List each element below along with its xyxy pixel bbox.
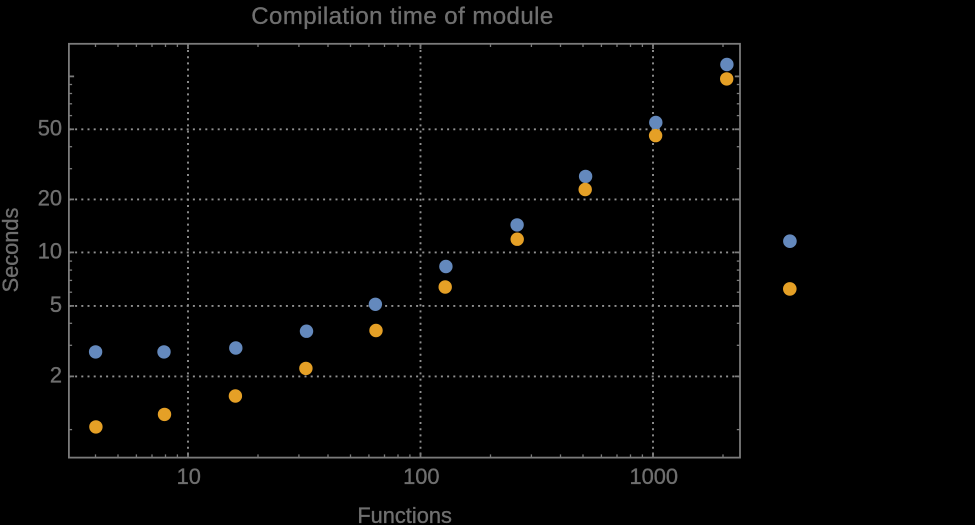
svg-text:Compilation time of module: Compilation time of module xyxy=(251,3,554,30)
svg-text:Functions: Functions xyxy=(357,503,452,525)
svg-text:10: 10 xyxy=(177,464,201,489)
svg-text:50: 50 xyxy=(38,115,62,140)
svg-text:20: 20 xyxy=(38,186,62,211)
svg-text:Seconds: Seconds xyxy=(0,207,23,292)
svg-text:1000: 1000 xyxy=(630,464,679,489)
svg-text:5: 5 xyxy=(50,292,62,317)
svg-text:10: 10 xyxy=(38,239,62,264)
svg-text:2: 2 xyxy=(50,363,62,388)
svg-text:100: 100 xyxy=(403,464,439,489)
